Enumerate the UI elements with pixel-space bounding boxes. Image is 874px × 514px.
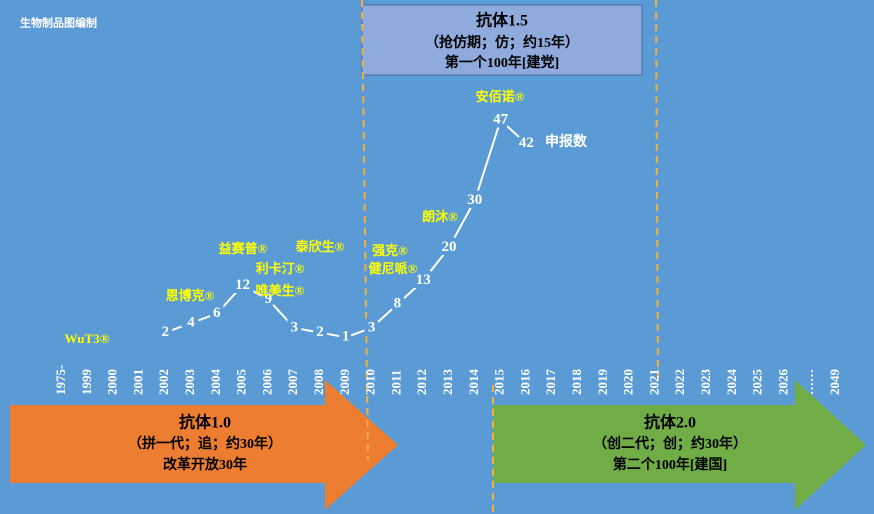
x-tick-label: 2013 <box>440 369 455 396</box>
x-tick-label: 2011 <box>388 370 403 395</box>
phase-note: 第二个100年[建国] <box>613 456 727 473</box>
drug-annotation: 安佰诺® <box>476 89 525 104</box>
phase-subtitle: （抢仿期；仿；约15年） <box>425 34 579 51</box>
value-label: 6 <box>213 305 221 321</box>
value-label: 1 <box>342 329 350 345</box>
value-label: 20 <box>442 239 457 255</box>
x-tick-label: 2018 <box>569 369 584 396</box>
x-tick-label: 2019 <box>595 369 610 396</box>
x-tick-label: 2016 <box>517 369 532 396</box>
x-tick-label: 2049 <box>827 369 842 396</box>
value-label: 4 <box>187 315 195 331</box>
x-tick-label: 2002 <box>156 369 171 395</box>
x-tick-label: 1975- <box>53 365 68 395</box>
value-label: 12 <box>235 277 250 293</box>
x-tick-label: 2024 <box>724 369 739 396</box>
x-tick-label: 2009 <box>337 369 352 396</box>
header-note: 生物制品图编制 <box>20 16 97 30</box>
phase-title: 抗体2.0 <box>644 413 696 432</box>
value-label: 8 <box>394 296 402 312</box>
x-tick-label: 2004 <box>208 369 223 396</box>
x-tick-label: 2026 <box>775 369 790 396</box>
drug-annotation: 泰欣生® <box>295 239 345 254</box>
drug-annotation: WuT3® <box>65 331 110 346</box>
x-tick-label: 2005 <box>234 369 249 396</box>
value-label: 30 <box>467 192 482 208</box>
drug-annotation: 利卡汀® <box>256 261 305 276</box>
x-tick-label: 2003 <box>182 369 197 396</box>
drug-annotation: 强克® <box>372 243 408 258</box>
value-label: 3 <box>368 319 376 335</box>
phase-arrow <box>10 380 398 510</box>
phase-arrow <box>493 380 866 510</box>
value-label: 3 <box>290 319 298 335</box>
line <box>164 118 528 339</box>
drug-annotation: 益赛普® <box>219 241 268 256</box>
x-tick-label: 2022 <box>672 369 687 395</box>
value-label: 42 <box>519 135 534 151</box>
phase-subtitle: （创二代；创；约30年） <box>593 435 747 452</box>
divider <box>655 0 659 386</box>
value-label: 47 <box>493 112 509 128</box>
drug-annotation: 健尼哌® <box>369 261 418 276</box>
series-label: 申报数 <box>545 133 588 150</box>
x-tick-label: 2021 <box>646 369 661 395</box>
drug-annotation: 唯美生® <box>256 283 305 298</box>
x-tick-label: 2012 <box>414 369 429 395</box>
x-tick-label: 2001 <box>130 369 145 395</box>
x-tick-label: 2006 <box>259 369 274 396</box>
x-tick-label: 1999 <box>79 369 94 396</box>
value-label: 13 <box>416 272 431 288</box>
drug-annotation: 朗沐® <box>422 209 458 224</box>
value-label: 2 <box>316 324 324 340</box>
x-tick-label: 2020 <box>621 369 636 395</box>
x-tick-label: 2015 <box>492 369 507 396</box>
phase-title: 抗体1.5 <box>476 11 528 30</box>
x-tick-label: 2000 <box>105 369 120 395</box>
value-label: 2 <box>161 324 169 340</box>
phase-title: 抗体1.0 <box>179 413 231 432</box>
x-tick-label: 2025 <box>750 369 765 396</box>
phase-note: 改革开放30年 <box>163 456 247 473</box>
phase-note: 第一个100年[建党] <box>445 54 559 71</box>
x-tick-label: 2008 <box>311 369 326 396</box>
divider <box>361 0 369 461</box>
drug-annotation: 恩博克® <box>166 288 215 303</box>
x-tick-label: 2023 <box>698 369 713 396</box>
phase-subtitle: （拼一代；追；约30年） <box>128 435 282 452</box>
x-tick-label: 2017 <box>543 369 558 396</box>
x-tick-label: 2014 <box>466 369 481 396</box>
x-tick-label: 2010 <box>363 369 378 395</box>
x-tick-label: …… <box>801 369 816 395</box>
x-tick-label: 2007 <box>285 369 300 396</box>
phase-box <box>361 4 643 76</box>
